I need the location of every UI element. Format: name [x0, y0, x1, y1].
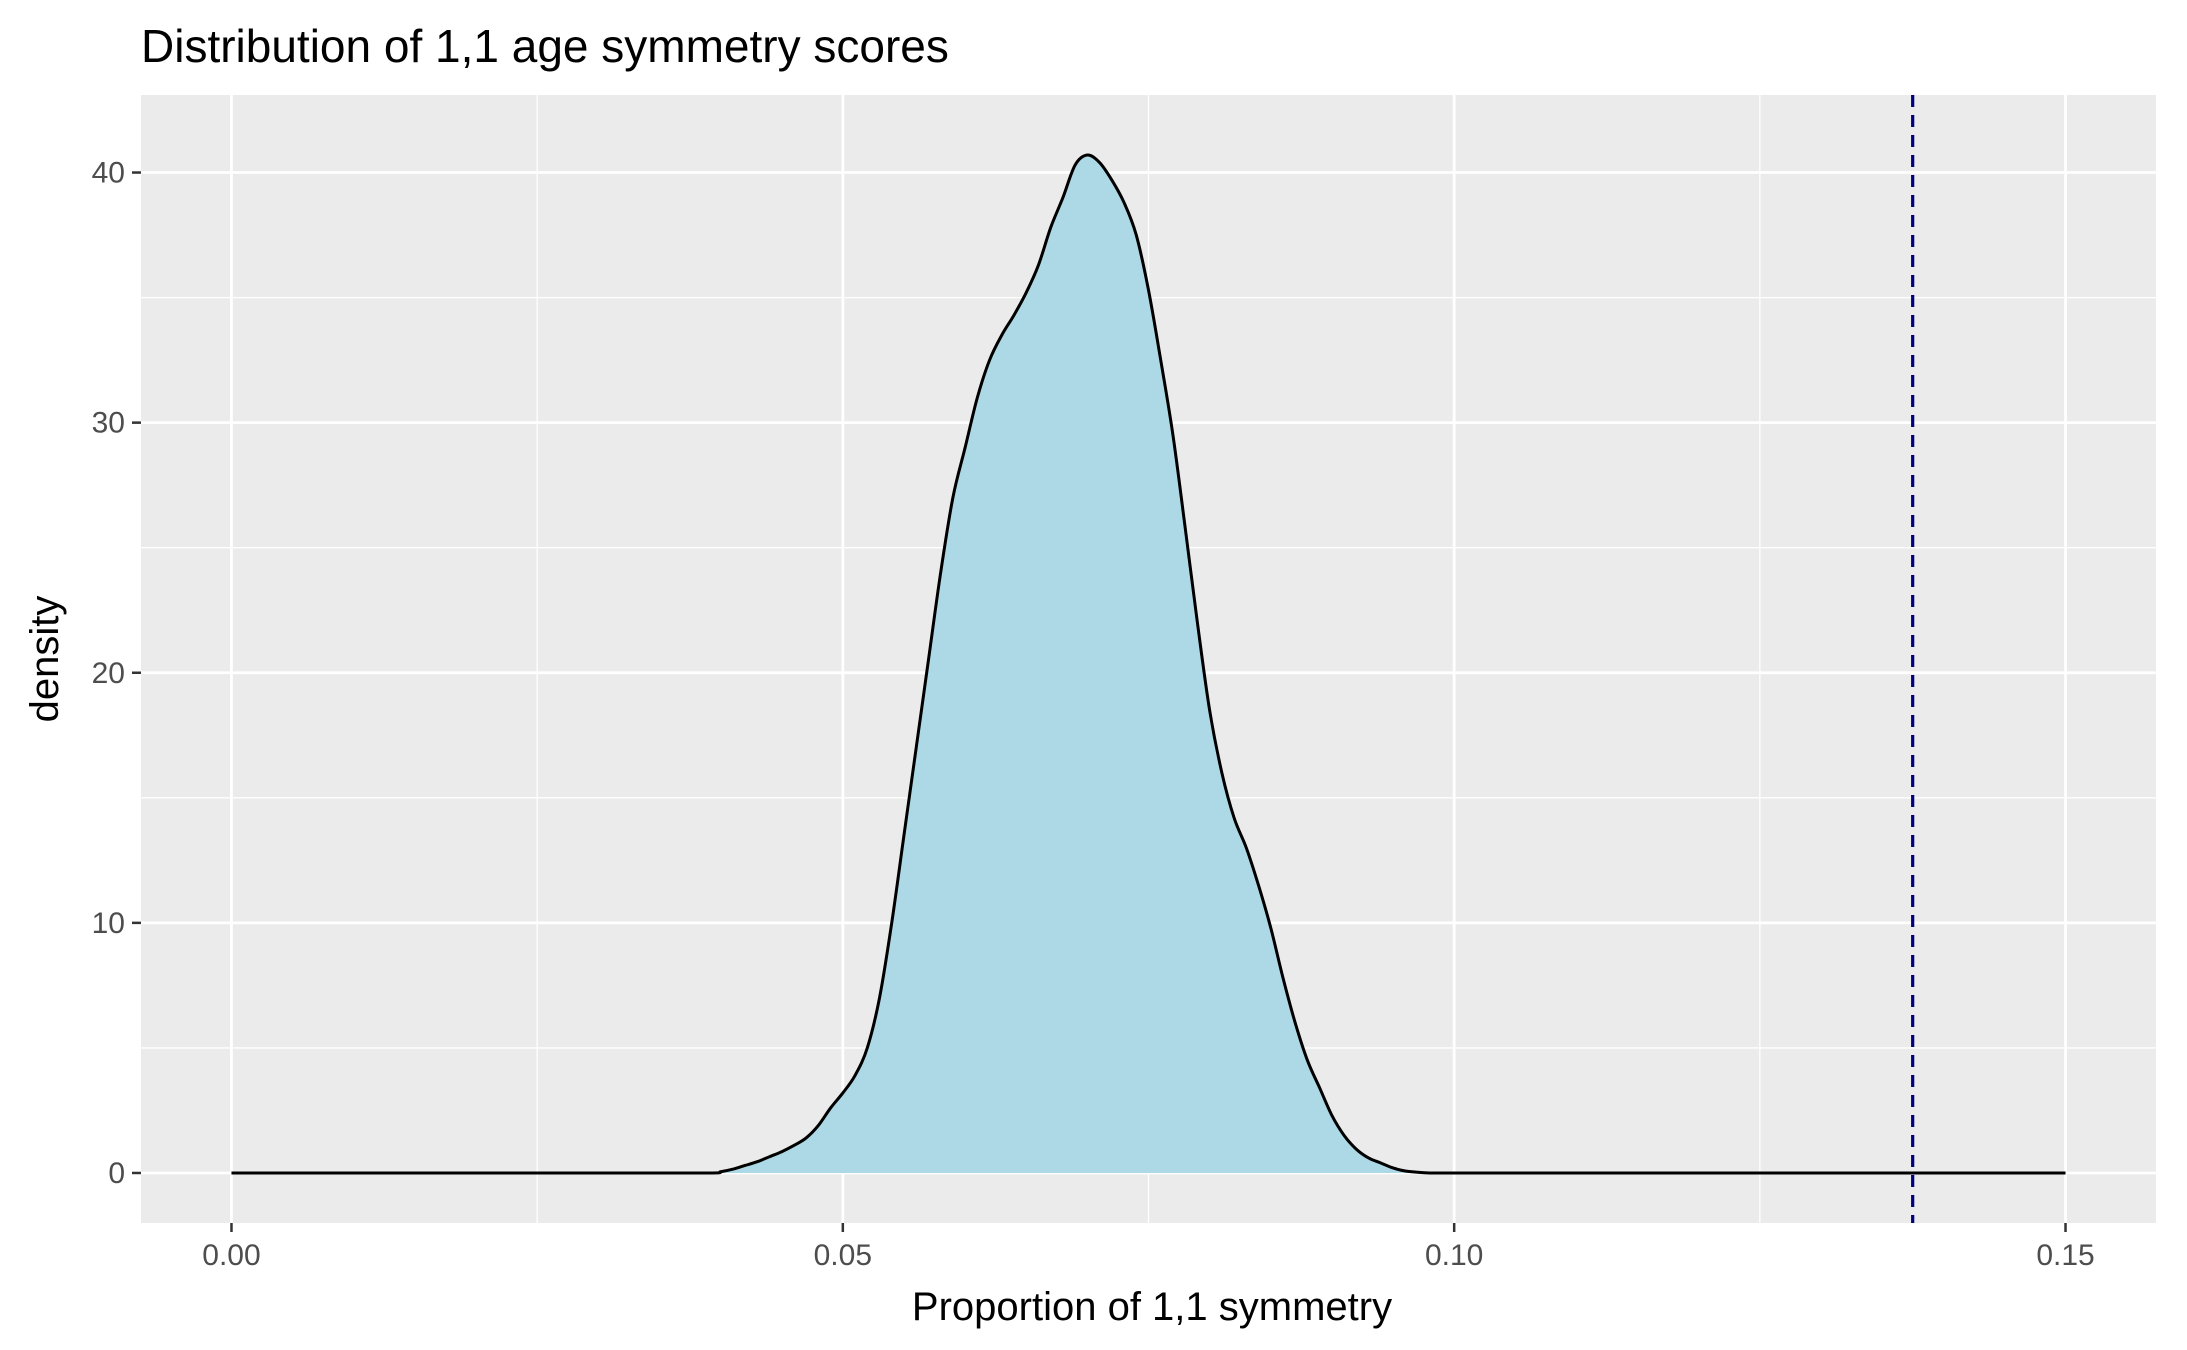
x-tick-label: 0.00 [202, 1239, 260, 1272]
y-axis-ticks: 0 10 20 30 40 [92, 157, 141, 1190]
x-tick-label: 0.15 [2036, 1239, 2094, 1272]
y-axis-label: density [23, 596, 67, 723]
y-tick-label: 10 [92, 907, 125, 940]
x-tick-label: 0.10 [1425, 1239, 1483, 1272]
density-curve [231, 153, 2066, 1175]
y-tick-label: 0 [108, 1157, 125, 1190]
y-tick-label: 30 [92, 407, 125, 440]
x-tick-label: 0.05 [814, 1239, 872, 1272]
chart-title: Distribution of 1,1 age symmetry scores [141, 20, 949, 72]
x-axis-label: Proportion of 1,1 symmetry [912, 1285, 1392, 1329]
x-axis-ticks: 0.00 0.05 0.10 0.15 [202, 1223, 2095, 1272]
density-area [231, 154, 2066, 1174]
y-tick-label: 40 [92, 157, 125, 190]
y-tick-label: 20 [92, 657, 125, 690]
